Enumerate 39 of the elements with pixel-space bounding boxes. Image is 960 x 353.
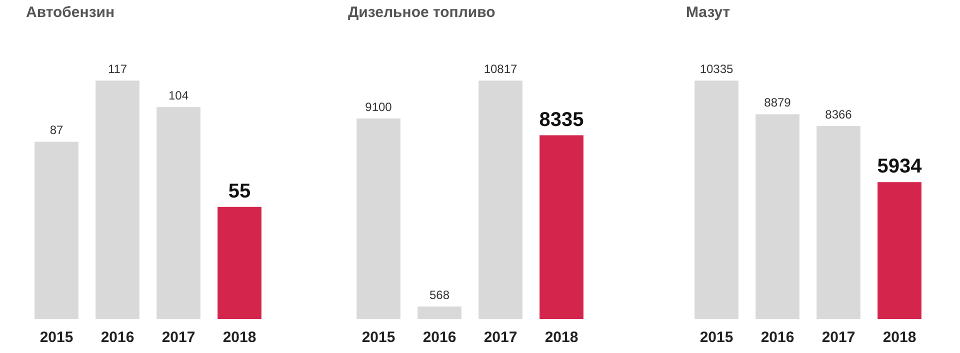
data-label: 568	[429, 288, 450, 302]
chart-title: Дизельное топливо	[348, 4, 496, 22]
bar	[756, 114, 800, 319]
data-label: 10335	[700, 62, 734, 76]
bar	[356, 118, 400, 319]
data-label: 8366	[825, 107, 852, 122]
bar	[478, 80, 522, 319]
bar	[34, 142, 78, 319]
data-label: 5934	[877, 156, 923, 178]
x-tick-label: 2015	[40, 329, 74, 346]
data-label: 8335	[539, 108, 584, 131]
x-tick-label: 2016	[760, 329, 794, 346]
x-tick-label: 2018	[222, 329, 256, 346]
bar	[878, 182, 922, 319]
data-label: 55	[228, 180, 251, 202]
data-label: 104	[168, 88, 189, 102]
bar	[96, 80, 140, 319]
x-tick-label: 2018	[544, 329, 578, 346]
chart-title: Мазут	[686, 4, 730, 22]
data-label: 10817	[484, 62, 518, 76]
bar	[694, 80, 738, 319]
x-tick-label: 2017	[484, 329, 518, 346]
x-tick-label: 2016	[100, 329, 134, 346]
bar	[218, 206, 262, 319]
x-tick-label: 2016	[422, 329, 456, 346]
x-tick-label: 2018	[882, 329, 916, 346]
x-tick-label: 2017	[822, 329, 856, 346]
x-tick-label: 2017	[162, 329, 196, 346]
bar	[540, 135, 584, 319]
x-tick-label: 2015	[362, 329, 396, 346]
chart-title: Автобензин	[26, 4, 115, 22]
bar	[156, 107, 200, 319]
data-label: 117	[108, 62, 128, 76]
data-label: 87	[50, 123, 64, 138]
x-tick-label: 2015	[700, 329, 734, 346]
bar	[816, 126, 860, 319]
data-label: 9100	[365, 100, 392, 114]
data-label: 8879	[764, 96, 792, 110]
bar	[418, 306, 462, 319]
